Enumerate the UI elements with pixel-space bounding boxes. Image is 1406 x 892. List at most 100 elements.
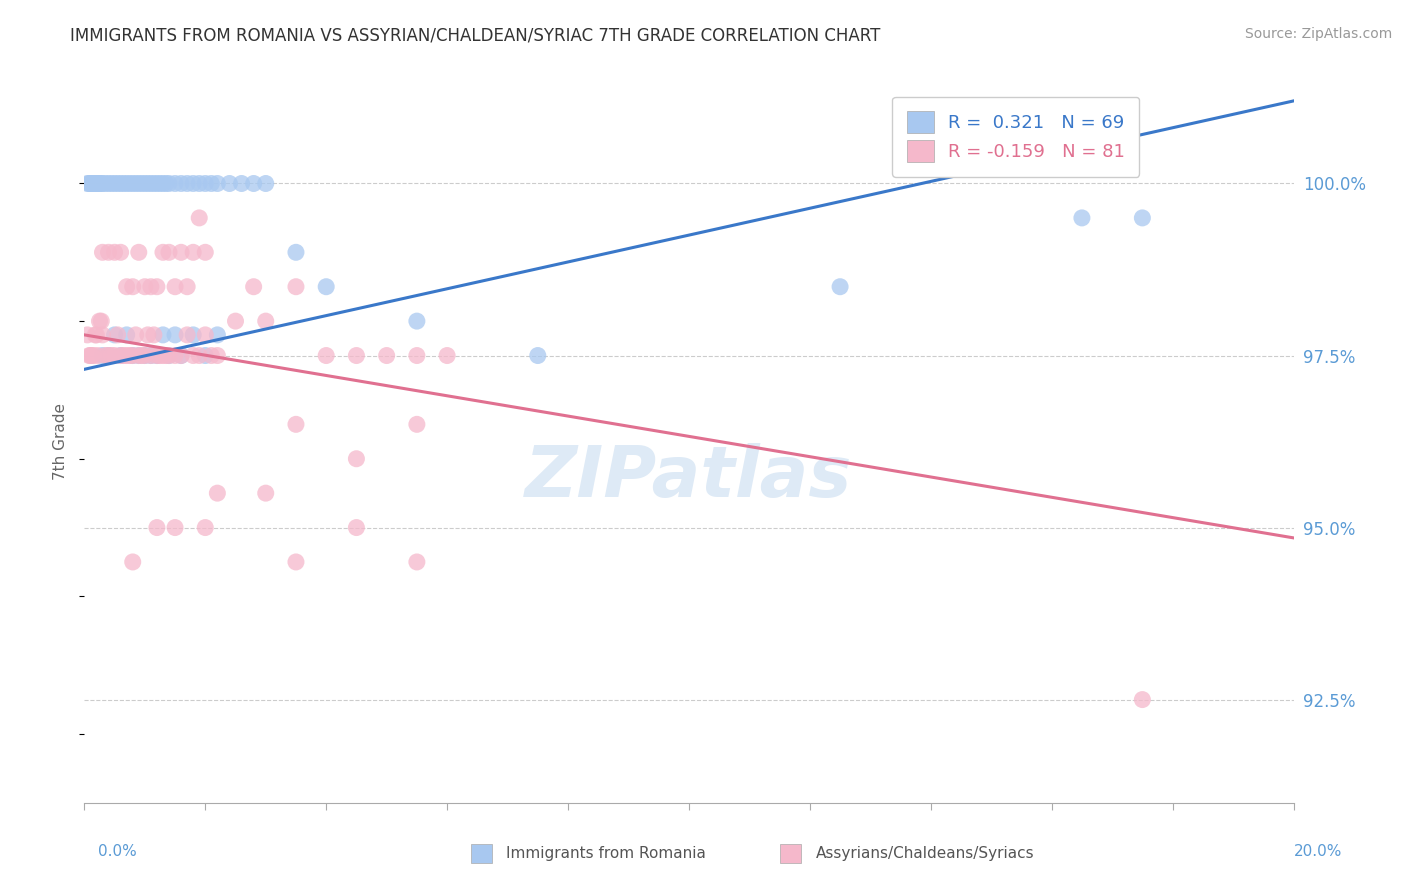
Point [188, 211, 211, 225]
Point [84, 327, 107, 342]
Point [165, 177, 187, 191]
Point [125, 177, 148, 191]
Point [89, 177, 111, 191]
Point [100, 349, 122, 363]
Point [139, 177, 162, 191]
Point [194, 327, 217, 342]
Point [152, 327, 174, 342]
Point [82, 349, 104, 363]
Point [146, 349, 169, 363]
Point [170, 177, 193, 191]
Point [165, 349, 187, 363]
Point [165, 327, 187, 342]
Point [149, 177, 172, 191]
Point [315, 349, 337, 363]
Point [146, 520, 169, 534]
Point [157, 349, 180, 363]
Point [170, 245, 193, 260]
Point [86, 177, 108, 191]
Text: 20.0%: 20.0% [1295, 845, 1343, 859]
Point [104, 177, 127, 191]
Point [134, 349, 156, 363]
Point [527, 349, 550, 363]
Point [90, 177, 112, 191]
Point [125, 327, 148, 342]
Point [194, 349, 217, 363]
Point [110, 177, 132, 191]
Point [207, 177, 229, 191]
Point [181, 177, 204, 191]
Point [118, 349, 141, 363]
Point [194, 245, 217, 260]
Point [254, 314, 277, 328]
Point [146, 177, 169, 191]
Point [1132, 692, 1154, 706]
Point [86, 177, 108, 191]
Text: Immigrants from Romania: Immigrants from Romania [506, 847, 706, 861]
Point [152, 245, 174, 260]
Text: ZIPatlas: ZIPatlas [526, 443, 852, 512]
Point [346, 451, 368, 466]
Point [142, 327, 165, 342]
Point [118, 177, 141, 191]
Point [134, 349, 156, 363]
Point [128, 245, 150, 260]
Point [97, 349, 120, 363]
Point [86, 349, 108, 363]
Point [170, 349, 193, 363]
Point [181, 349, 204, 363]
Point [254, 177, 277, 191]
Point [77, 349, 100, 363]
Point [97, 177, 120, 191]
Point [134, 279, 156, 293]
Point [406, 314, 429, 328]
Point [104, 245, 127, 260]
Text: Source: ZipAtlas.com: Source: ZipAtlas.com [1244, 27, 1392, 41]
Point [121, 555, 143, 569]
Point [79, 349, 101, 363]
Legend: R =  0.321   N = 69, R = -0.159   N = 81: R = 0.321 N = 69, R = -0.159 N = 81 [891, 96, 1139, 177]
Point [176, 279, 198, 293]
Point [181, 245, 204, 260]
Point [91, 327, 114, 342]
Point [181, 327, 204, 342]
Point [207, 349, 229, 363]
Point [165, 279, 187, 293]
Point [346, 520, 368, 534]
Point [115, 279, 138, 293]
Point [131, 349, 153, 363]
Point [121, 279, 143, 293]
Text: 0.0%: 0.0% [98, 845, 138, 859]
Point [254, 486, 277, 500]
Point [176, 177, 198, 191]
Point [110, 349, 132, 363]
Point [104, 349, 127, 363]
Point [128, 177, 150, 191]
Point [90, 314, 112, 328]
Point [194, 520, 217, 534]
Point [152, 349, 174, 363]
Point [112, 177, 135, 191]
Point [115, 327, 138, 342]
Point [91, 349, 114, 363]
Point [285, 245, 308, 260]
Point [375, 349, 398, 363]
Point [406, 555, 429, 569]
Point [285, 417, 308, 432]
Text: Assyrians/Chaldeans/Syriacs: Assyrians/Chaldeans/Syriacs [815, 847, 1033, 861]
Point [346, 349, 368, 363]
Point [76, 177, 98, 191]
Point [200, 177, 222, 191]
Point [157, 349, 180, 363]
Point [121, 177, 143, 191]
Point [406, 349, 429, 363]
Point [406, 417, 429, 432]
Point [218, 177, 240, 191]
Point [97, 349, 120, 363]
Point [231, 177, 253, 191]
Point [157, 245, 180, 260]
Point [77, 177, 100, 191]
Point [80, 349, 103, 363]
Point [149, 349, 172, 363]
Point [155, 177, 177, 191]
